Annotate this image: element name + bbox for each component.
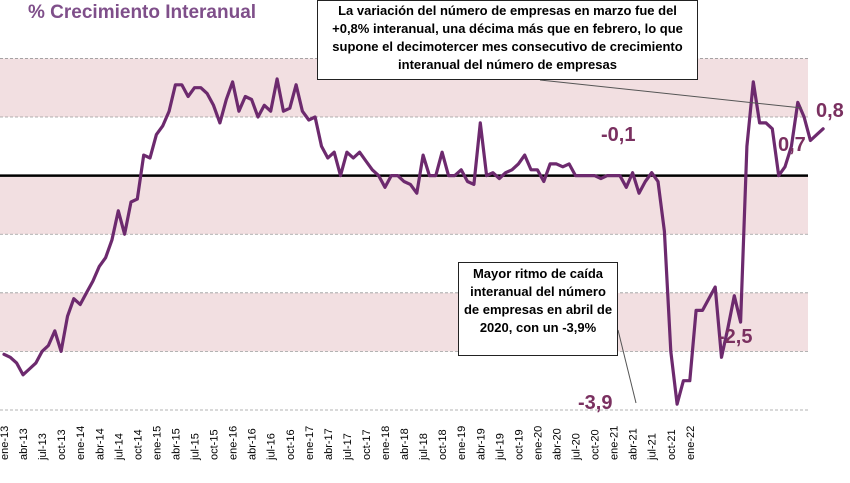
x-tick-label: abr-21 bbox=[628, 428, 640, 460]
x-tick-label: oct-19 bbox=[513, 429, 525, 460]
x-tick-label: oct-21 bbox=[666, 429, 678, 460]
value-label-feb20: -0,1 bbox=[601, 124, 636, 146]
x-tick-label: ene-13 bbox=[0, 426, 11, 460]
x-tick-label: oct-20 bbox=[590, 429, 602, 460]
x-tick-label: abr-16 bbox=[247, 428, 259, 460]
x-tick-label: jul-13 bbox=[37, 433, 49, 461]
x-tick-label: abr-18 bbox=[399, 428, 411, 460]
x-tick-label: jul-16 bbox=[266, 433, 278, 461]
x-tick-label: ene-16 bbox=[228, 426, 240, 460]
x-tick-label: abr-13 bbox=[18, 428, 30, 460]
x-tick-label: ene-14 bbox=[75, 426, 87, 460]
x-tick-label: oct-13 bbox=[56, 429, 68, 460]
series-line bbox=[2, 77, 825, 406]
value-label-feb22: 0,7 bbox=[778, 134, 806, 156]
x-tick-label: jul-14 bbox=[113, 433, 125, 461]
x-tick-label: ene-19 bbox=[456, 426, 468, 460]
callout-leader-top bbox=[539, 79, 803, 109]
x-tick-label: ene-20 bbox=[532, 426, 544, 460]
x-tick-label: oct-14 bbox=[132, 429, 144, 460]
x-tick-label: ene-18 bbox=[380, 426, 392, 460]
value-label-apr20: -3,9 bbox=[578, 392, 613, 414]
x-tick-label: abr-20 bbox=[551, 428, 563, 460]
x-axis-tick-labels: ene-13 abr-13 jul-13 oct-13 ene-14 abr-14 jul-… bbox=[0, 426, 697, 461]
value-label-jan21: -2,5 bbox=[718, 326, 753, 348]
background-band bbox=[0, 292, 808, 352]
x-tick-label: ene-15 bbox=[151, 426, 163, 460]
annotation-callout-april-2020: Mayor ritmo de caída interanual del núme… bbox=[458, 262, 618, 356]
x-tick-label: oct-18 bbox=[437, 429, 449, 460]
annotation-callout-march: La variación del número de empresas en m… bbox=[317, 0, 698, 80]
x-tick-label: oct-15 bbox=[209, 429, 221, 460]
x-tick-label: oct-16 bbox=[285, 429, 297, 460]
value-label-mar22: 0,8 bbox=[816, 100, 844, 122]
x-tick-label: jul-19 bbox=[494, 433, 506, 461]
x-tick-label: abr-19 bbox=[475, 428, 487, 460]
x-tick-label: jul-17 bbox=[342, 433, 354, 461]
x-tick-label: abr-15 bbox=[170, 428, 182, 460]
x-tick-label: jul-15 bbox=[190, 433, 202, 461]
background-band bbox=[0, 175, 808, 235]
x-tick-label: jul-20 bbox=[571, 433, 583, 461]
background-band bbox=[0, 117, 808, 176]
callout-leader-bottom bbox=[617, 329, 637, 404]
x-tick-label: ene-22 bbox=[685, 426, 697, 460]
x-tick-label: abr-14 bbox=[94, 428, 106, 460]
x-tick-label: jul-21 bbox=[647, 433, 659, 461]
x-tick-label: abr-17 bbox=[323, 428, 335, 460]
x-tick-label: ene-21 bbox=[609, 426, 621, 460]
x-tick-label: jul-18 bbox=[418, 433, 430, 461]
background-band bbox=[0, 234, 808, 293]
x-tick-label: oct-17 bbox=[361, 429, 373, 460]
x-tick-label: ene-17 bbox=[304, 426, 316, 460]
chart-background-bands bbox=[0, 35, 808, 410]
chart-title: % Crecimiento Interanual bbox=[28, 2, 257, 23]
